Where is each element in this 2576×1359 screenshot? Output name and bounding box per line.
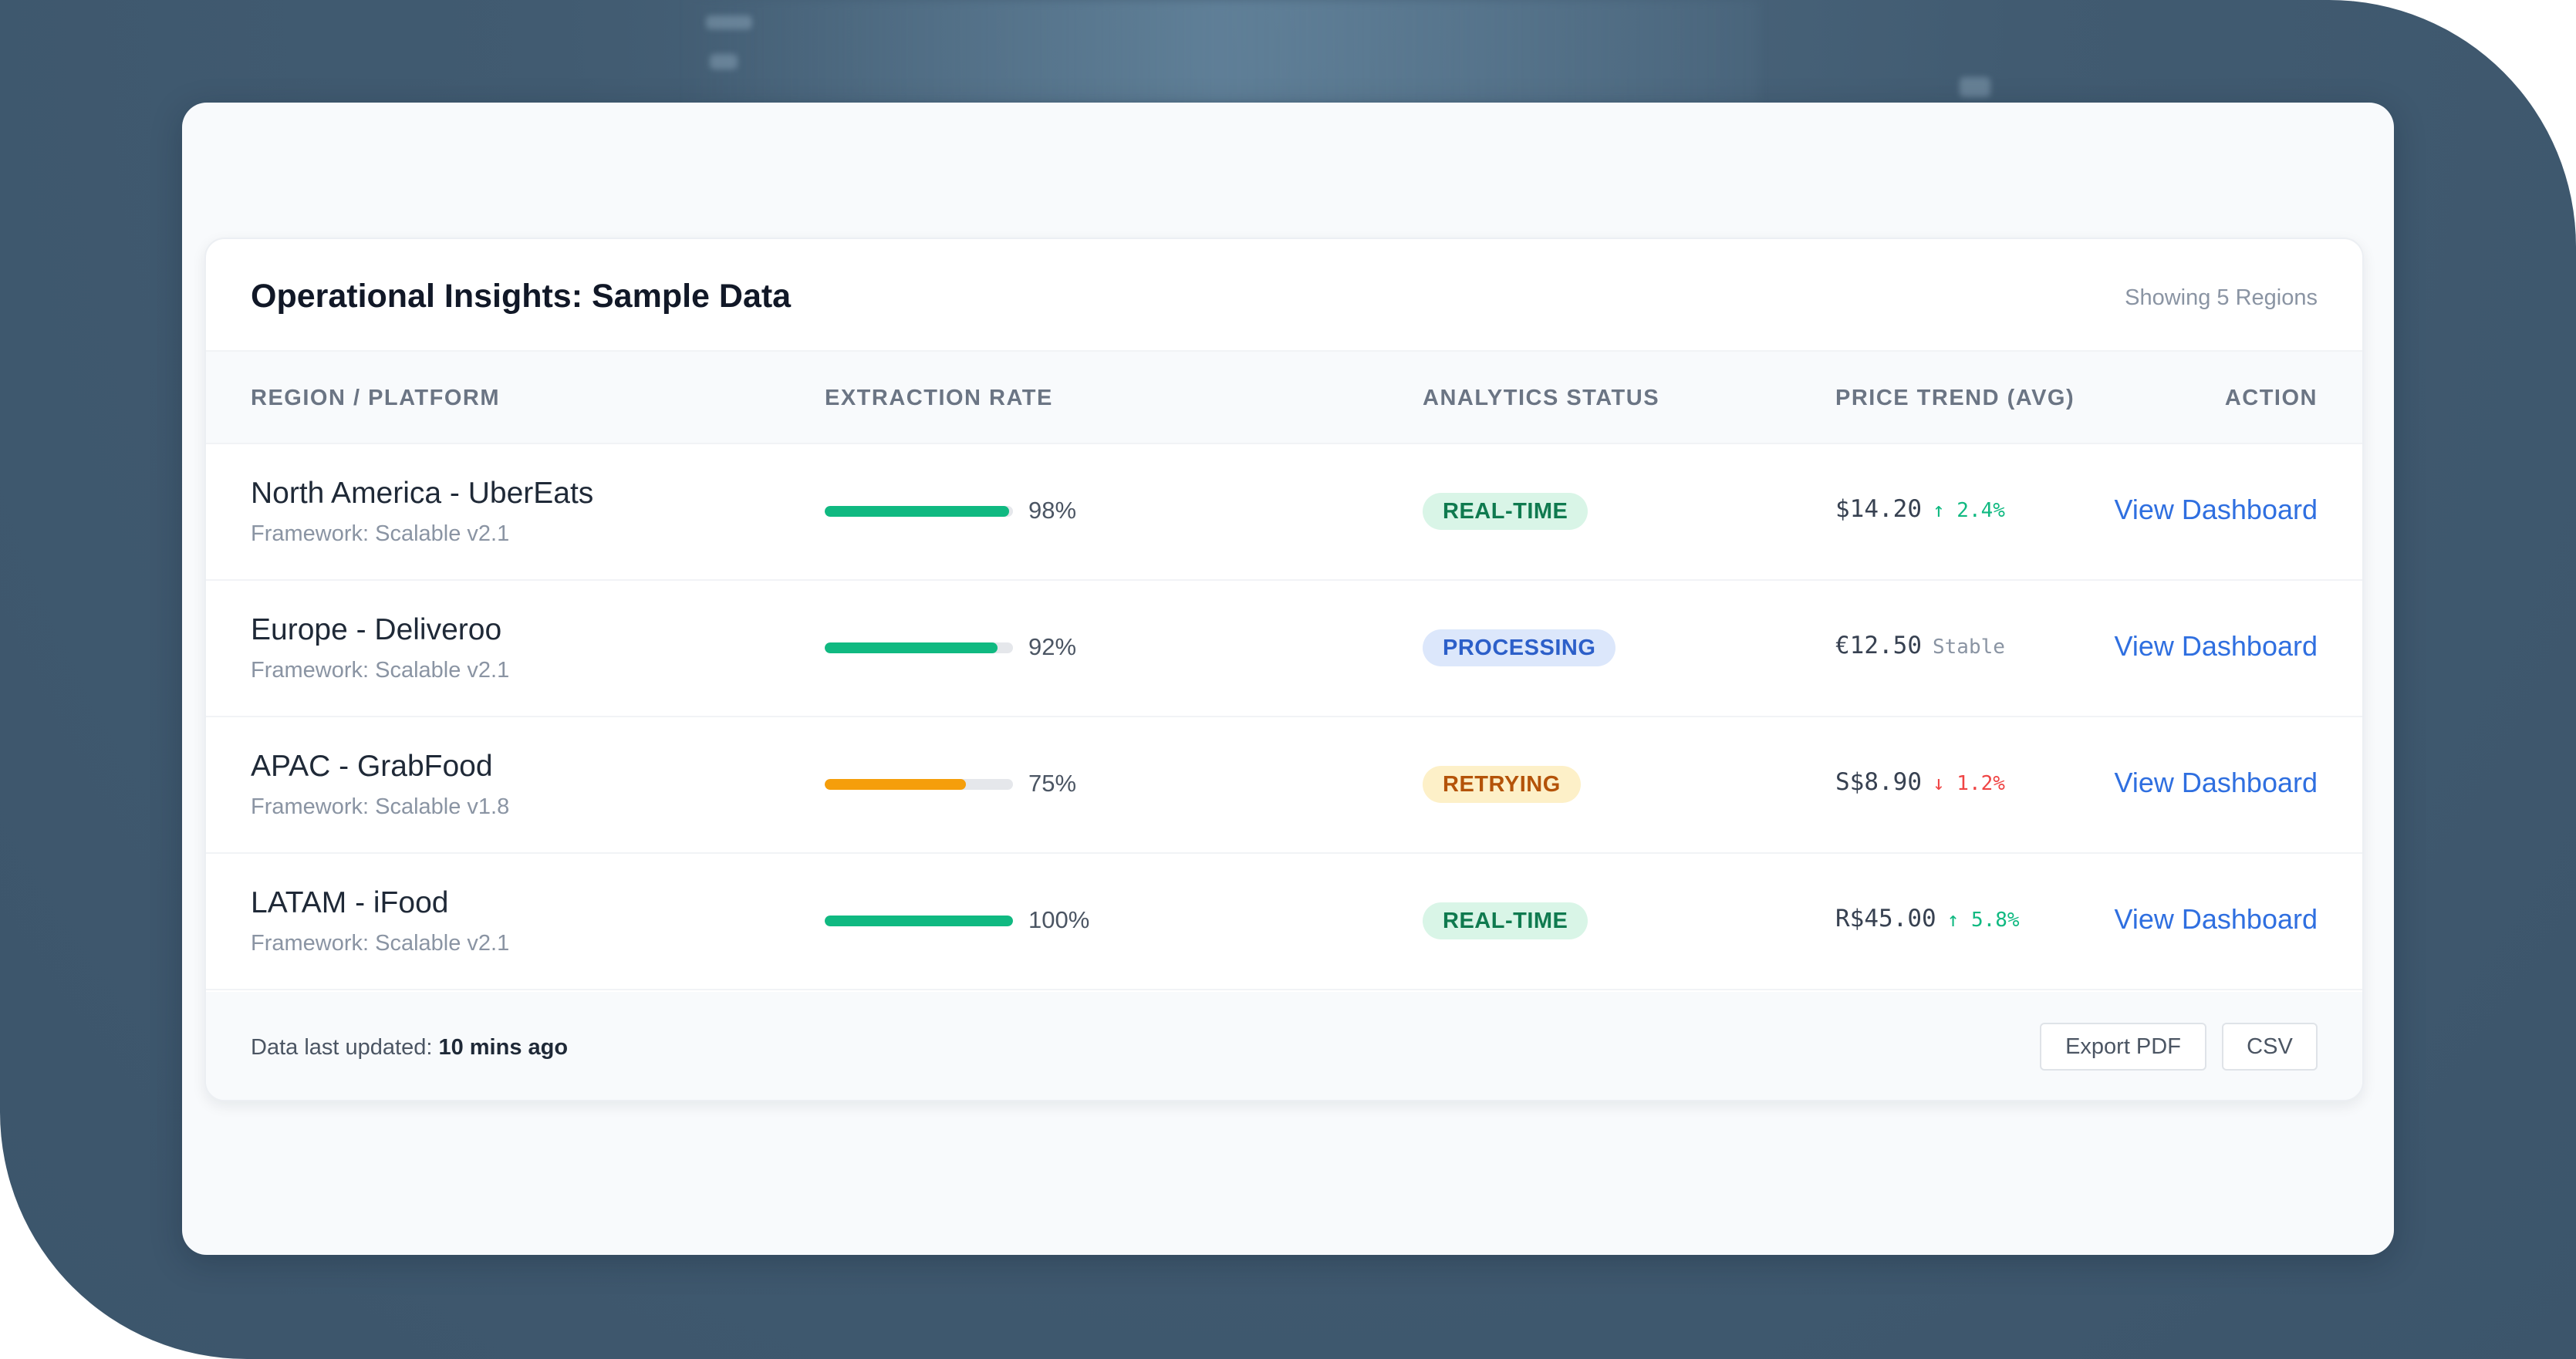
card-title: Operational Insights: Sample Data bbox=[251, 278, 792, 315]
card-header: Operational Insights: Sample Data Showin… bbox=[206, 239, 2362, 352]
extraction-rate-bar-fill bbox=[825, 642, 998, 653]
price-value: S$8.90 bbox=[1835, 768, 1922, 796]
extraction-rate-value: 100% bbox=[1028, 906, 1090, 933]
extraction-rate-value: 92% bbox=[1028, 633, 1077, 660]
table-row: LATAM - iFood Framework: Scalable v2.1 1… bbox=[206, 854, 2362, 990]
trend-change: ↓ 1.2% bbox=[1932, 772, 2005, 795]
status-badge: RETRYING bbox=[1423, 766, 1581, 803]
background-blur-strip bbox=[679, 0, 1759, 104]
insights-card: Operational Insights: Sample Data Showin… bbox=[204, 238, 2364, 1101]
price-trend: €12.50 Stable bbox=[1835, 632, 2005, 659]
export-pdf-button[interactable]: Export PDF bbox=[2040, 1023, 2206, 1071]
table-row: Europe - Deliveroo Framework: Scalable v… bbox=[206, 581, 2362, 717]
region-name: North America - UberEats bbox=[251, 477, 594, 510]
extraction-rate-bar-fill bbox=[825, 506, 1010, 517]
card-footer: Data last updated: 10 mins ago Export PD… bbox=[206, 992, 2362, 1100]
view-dashboard-link[interactable]: View Dashboard bbox=[2114, 494, 2318, 525]
column-header-price-trend: PRICE TREND (AVG) bbox=[1835, 386, 2075, 410]
price-trend: $14.20 ↑ 2.4% bbox=[1835, 495, 2005, 523]
view-dashboard-link[interactable]: View Dashboard bbox=[2114, 630, 2318, 662]
column-header-analytics-status: ANALYTICS STATUS bbox=[1423, 386, 1660, 410]
last-updated-text: Data last updated: 10 mins ago bbox=[251, 1035, 568, 1061]
framework-version: Framework: Scalable v2.1 bbox=[251, 658, 510, 683]
extraction-rate-value: 75% bbox=[1028, 770, 1077, 797]
framework-version: Framework: Scalable v2.1 bbox=[251, 931, 510, 956]
region-name: LATAM - iFood bbox=[251, 886, 449, 919]
price-value: $14.20 bbox=[1835, 495, 1922, 523]
last-updated-label: Data last updated: bbox=[251, 1035, 433, 1060]
price-trend: R$45.00 ↑ 5.8% bbox=[1835, 905, 2020, 932]
column-header-action: ACTION bbox=[2224, 386, 2318, 410]
status-badge: REAL-TIME bbox=[1423, 493, 1588, 530]
extraction-rate-bar-fill bbox=[825, 916, 1013, 926]
export-csv-button[interactable]: CSV bbox=[2222, 1023, 2318, 1071]
trend-change: ↑ 2.4% bbox=[1932, 499, 2005, 522]
price-trend: S$8.90 ↓ 1.2% bbox=[1835, 768, 2005, 796]
framework-version: Framework: Scalable v1.8 bbox=[251, 794, 510, 819]
background-blur-mark bbox=[1960, 77, 1990, 97]
extraction-rate-bar bbox=[825, 916, 1013, 926]
extraction-rate-bar bbox=[825, 506, 1013, 517]
column-header-region: REGION / PLATFORM bbox=[251, 386, 501, 410]
trend-change: ↑ 5.8% bbox=[1946, 909, 2020, 932]
status-badge: REAL-TIME bbox=[1423, 902, 1588, 939]
extraction-rate-bar bbox=[825, 642, 1013, 653]
table-row: APAC - GrabFood Framework: Scalable v1.8… bbox=[206, 717, 2362, 854]
trend-change: Stable bbox=[1932, 636, 2005, 659]
extraction-rate-bar bbox=[825, 779, 1013, 790]
view-dashboard-link[interactable]: View Dashboard bbox=[2114, 903, 2318, 935]
background-blur-mark bbox=[706, 15, 752, 29]
region-name: APAC - GrabFood bbox=[251, 750, 493, 783]
price-value: R$45.00 bbox=[1835, 905, 1936, 932]
extraction-rate-value: 98% bbox=[1028, 497, 1077, 524]
column-header-extraction-rate: EXTRACTION RATE bbox=[825, 386, 1053, 410]
table-row: North America - UberEats Framework: Scal… bbox=[206, 444, 2362, 581]
price-value: €12.50 bbox=[1835, 632, 1922, 659]
view-dashboard-link[interactable]: View Dashboard bbox=[2114, 767, 2318, 798]
background-blur-mark bbox=[710, 54, 738, 69]
region-count: Showing 5 Regions bbox=[2125, 285, 2318, 310]
status-badge: PROCESSING bbox=[1423, 629, 1616, 666]
last-updated-value: 10 mins ago bbox=[438, 1035, 569, 1060]
framework-version: Framework: Scalable v2.1 bbox=[251, 521, 510, 546]
table-header: REGION / PLATFORM EXTRACTION RATE ANALYT… bbox=[206, 352, 2362, 444]
extraction-rate-bar-fill bbox=[825, 779, 966, 790]
region-name: Europe - Deliveroo bbox=[251, 613, 502, 646]
